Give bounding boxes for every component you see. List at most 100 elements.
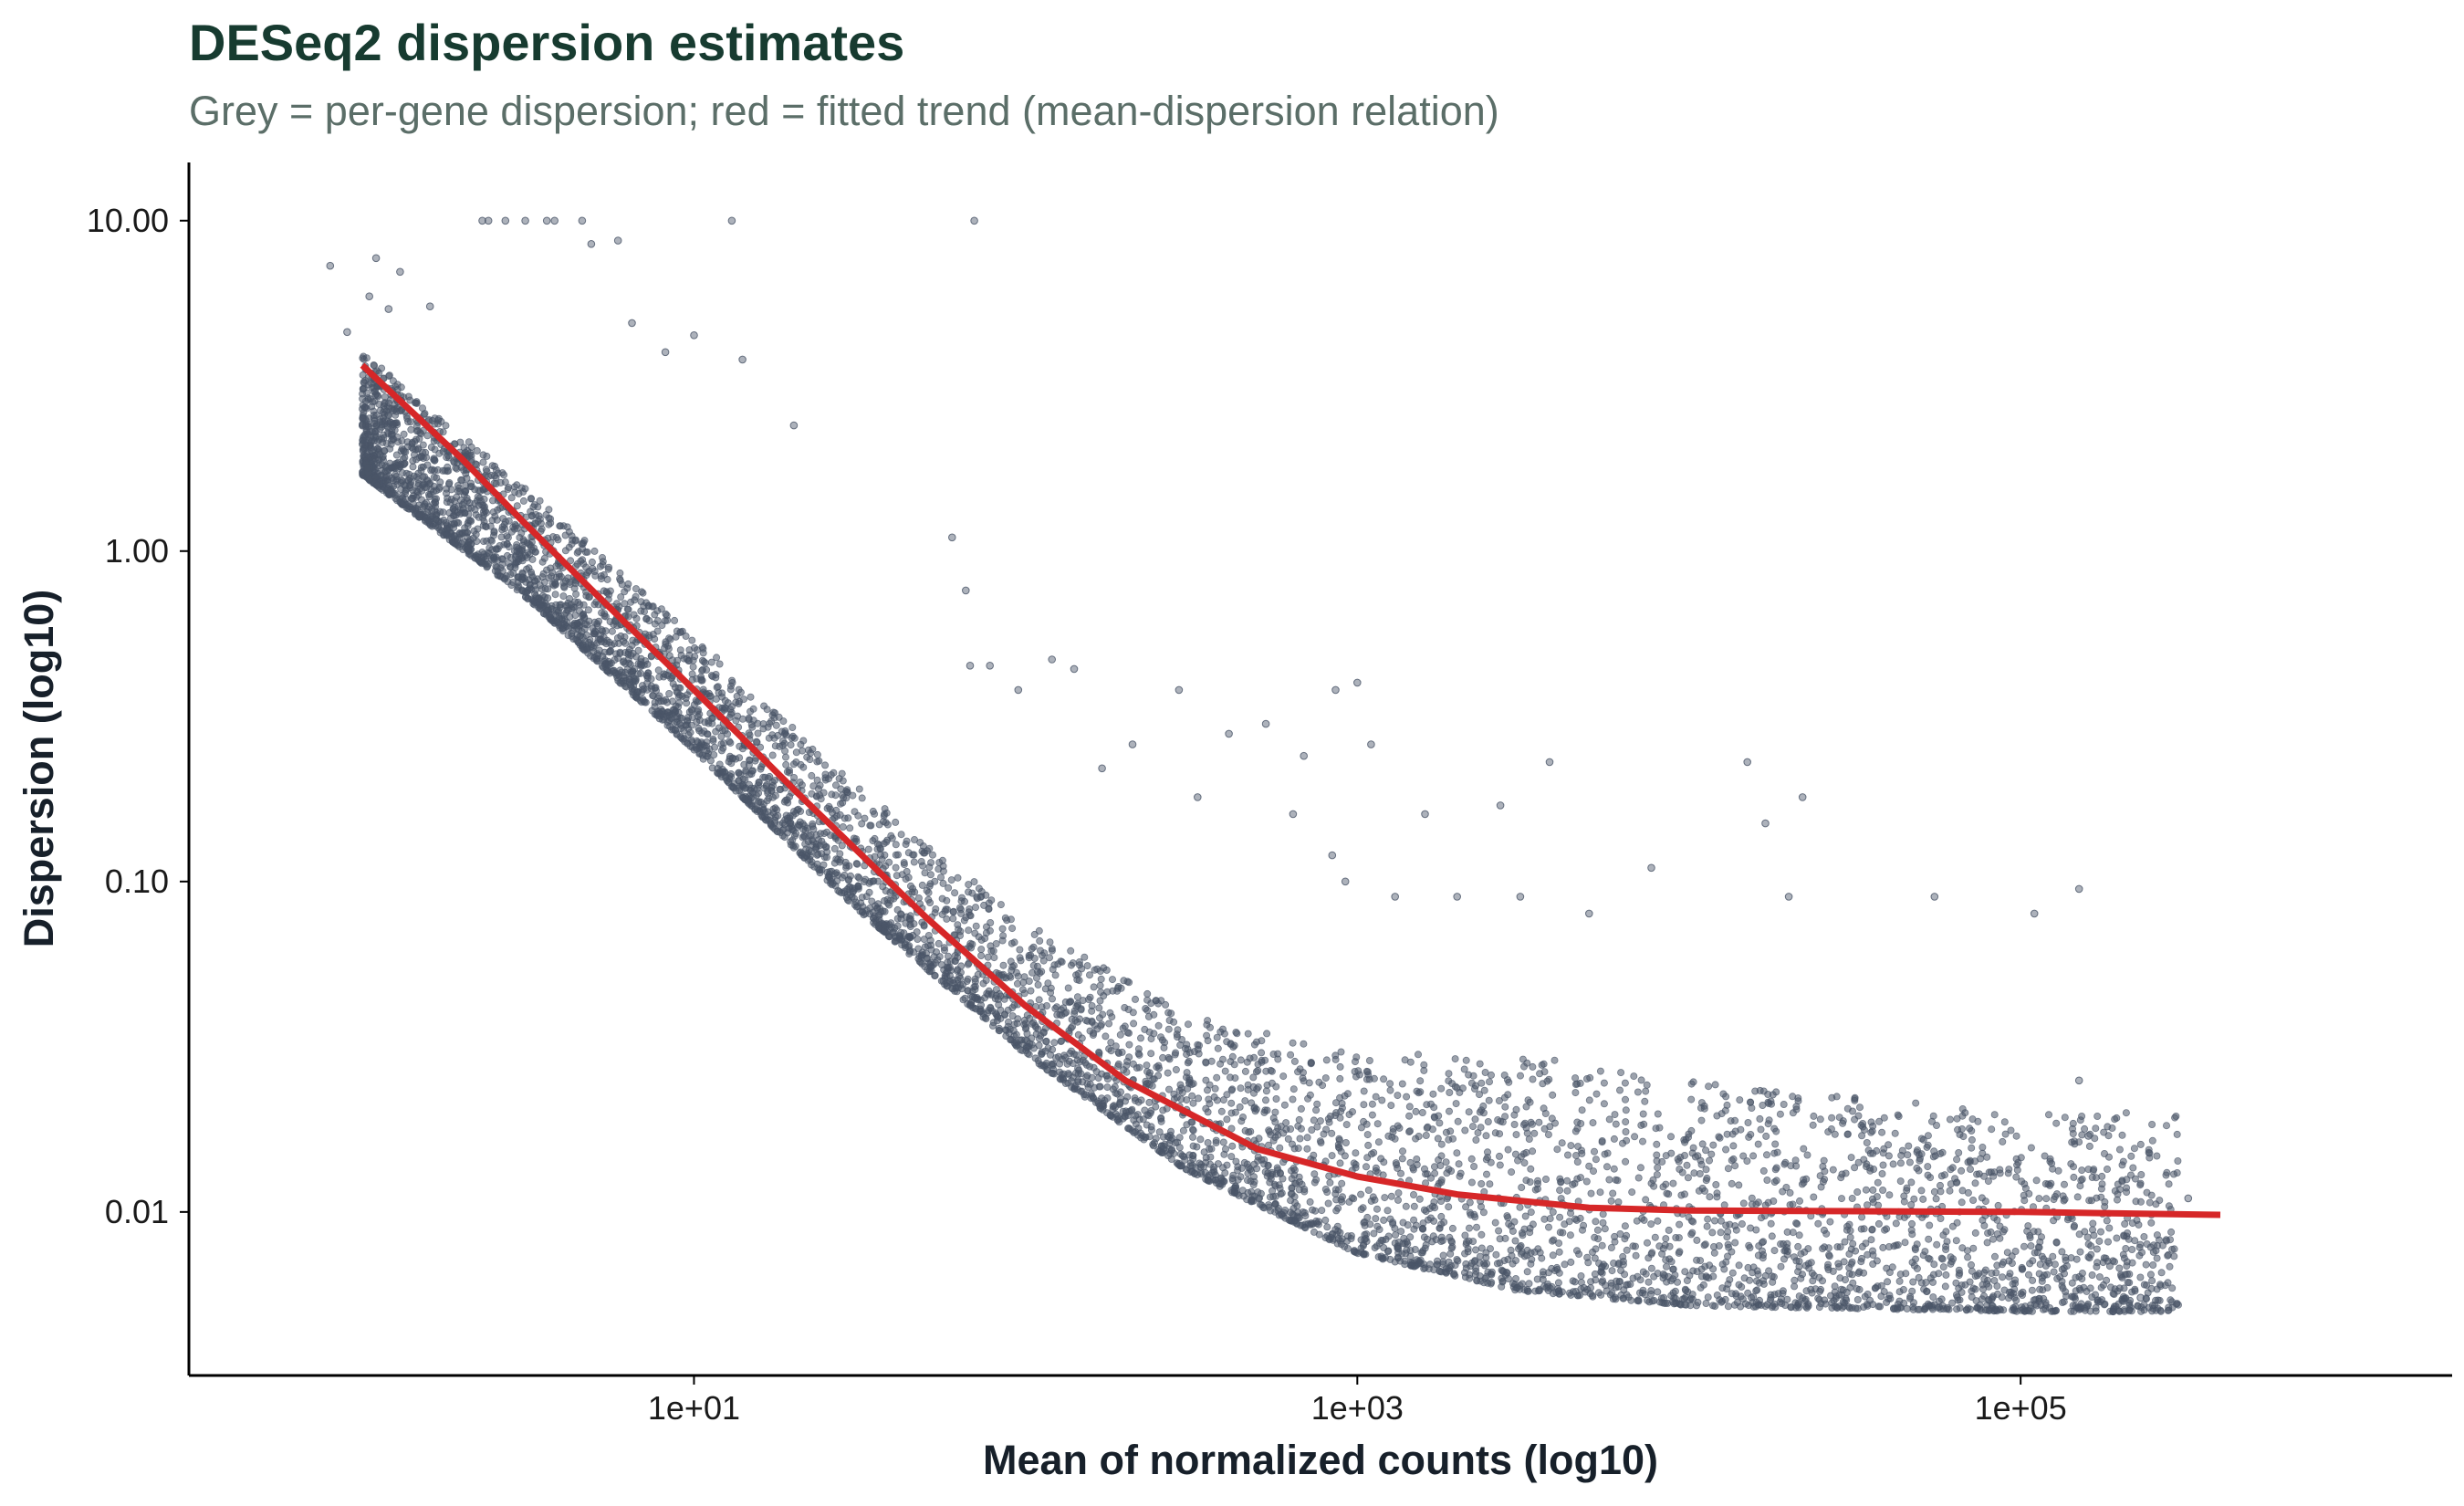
gene-point <box>2042 1195 2051 1203</box>
gene-point <box>858 794 866 802</box>
gene-point <box>1596 1188 1604 1197</box>
gene-point <box>1654 1217 1662 1225</box>
gene-point <box>1922 1279 1930 1287</box>
gene-point <box>1064 984 1072 992</box>
gene-point <box>571 580 579 588</box>
gene-point <box>1554 1279 1562 1287</box>
gene-point <box>1460 1065 1468 1073</box>
gene-point <box>503 540 511 549</box>
gene-point <box>1556 1213 1564 1221</box>
gene-point <box>1220 1030 1228 1038</box>
gene-point <box>1573 1158 1582 1166</box>
gene-point <box>1791 1156 1800 1165</box>
gene-point <box>715 660 724 668</box>
gene-point <box>1729 1142 1738 1150</box>
gene-point <box>1368 1100 1376 1108</box>
gene-point <box>765 734 773 742</box>
gene-point <box>1213 1073 1221 1082</box>
gene-point <box>2061 1114 2069 1122</box>
gene-point <box>1470 1163 1478 1171</box>
gene-point <box>1650 1182 1658 1190</box>
gene-point <box>2131 1237 2139 1245</box>
gene-point <box>1706 1156 1714 1165</box>
gene-point <box>1835 1114 1843 1122</box>
gene-point <box>1461 1231 1469 1239</box>
gene-point <box>2056 1273 2064 1281</box>
gene-point <box>1724 1165 1732 1173</box>
gene-point <box>1717 1298 1726 1306</box>
gene-point <box>1549 1251 1557 1260</box>
gene-point <box>1364 1187 1373 1195</box>
gene-point <box>1219 1138 1227 1146</box>
gene-point <box>2093 1245 2101 1253</box>
gene-point <box>2167 1228 2176 1236</box>
gene-point <box>1728 1269 1737 1277</box>
gene-point <box>1759 1250 1768 1259</box>
gene-point <box>1763 1177 1771 1185</box>
gene-point <box>1762 1132 1770 1140</box>
gene-point <box>1540 1060 1548 1068</box>
gene-point <box>1373 1120 1382 1128</box>
gene-point <box>2122 1245 2130 1253</box>
gene-point <box>1035 926 1043 935</box>
gene-point <box>1004 1006 1012 1014</box>
gene-point <box>2011 1248 2020 1256</box>
gene-point <box>1410 1191 1418 1199</box>
gene-point <box>818 837 826 845</box>
gene-point <box>513 502 521 510</box>
gene-point <box>632 592 640 601</box>
gene-point <box>1836 1243 1844 1251</box>
gene-point <box>2173 1169 2181 1177</box>
gene-point <box>1456 1172 1464 1180</box>
gene-point <box>1655 1124 1664 1132</box>
gene-point <box>1465 1108 1473 1116</box>
gene-point <box>1700 1102 1708 1110</box>
gene-point <box>2085 1142 2093 1150</box>
gene-point <box>1387 1192 1395 1200</box>
gene-point <box>1828 1093 1836 1102</box>
gene-point <box>1642 1270 1650 1278</box>
gene-point <box>2104 1238 2112 1246</box>
gene-point <box>1237 1056 1245 1064</box>
gene-point <box>735 685 743 694</box>
gene-point <box>1843 1130 1852 1138</box>
gene-point <box>1455 1160 1463 1168</box>
gene-point <box>1014 1015 1022 1023</box>
gene-point <box>1331 1186 1340 1194</box>
gene-point <box>1375 1226 1383 1234</box>
gene-point <box>1739 1199 1748 1208</box>
gene-point <box>1451 1055 1459 1063</box>
gene-point <box>1663 1262 1671 1271</box>
gene-point <box>2034 1228 2042 1236</box>
gene-point <box>1276 1144 1284 1152</box>
gene-point <box>1842 1276 1850 1284</box>
gene-point <box>1607 1197 1615 1205</box>
gene-point <box>1567 1209 1575 1218</box>
gene-point <box>1621 1222 1629 1230</box>
gene-point <box>1336 1159 1344 1167</box>
gene-point <box>1582 1177 1591 1186</box>
gene-point <box>840 871 849 879</box>
gene-point <box>1289 1140 1297 1148</box>
gene-point <box>1589 1248 1597 1256</box>
gene-point <box>1413 1087 1421 1095</box>
gene-point <box>1609 1189 1617 1197</box>
gene-point <box>864 845 872 853</box>
gene-point <box>1308 1126 1316 1135</box>
gene-point <box>1953 1156 1961 1164</box>
gene-point <box>1693 1236 1701 1244</box>
gene-point <box>1387 1102 1395 1110</box>
gene-point <box>1415 1195 1424 1203</box>
gene-point <box>2020 1180 2029 1188</box>
gene-point <box>2127 1152 2135 1160</box>
gene-point <box>1047 988 1055 997</box>
gene-point <box>1399 1218 1407 1227</box>
gene-point <box>1165 1017 1174 1025</box>
gene-point <box>2103 1166 2111 1174</box>
gene-point <box>1484 1118 1492 1126</box>
gene-point <box>2122 1109 2130 1117</box>
gene-point <box>2010 1293 2019 1302</box>
gene-point <box>1947 1180 1955 1188</box>
gene-point <box>1249 1181 1258 1189</box>
gene-point <box>1154 1021 1163 1030</box>
